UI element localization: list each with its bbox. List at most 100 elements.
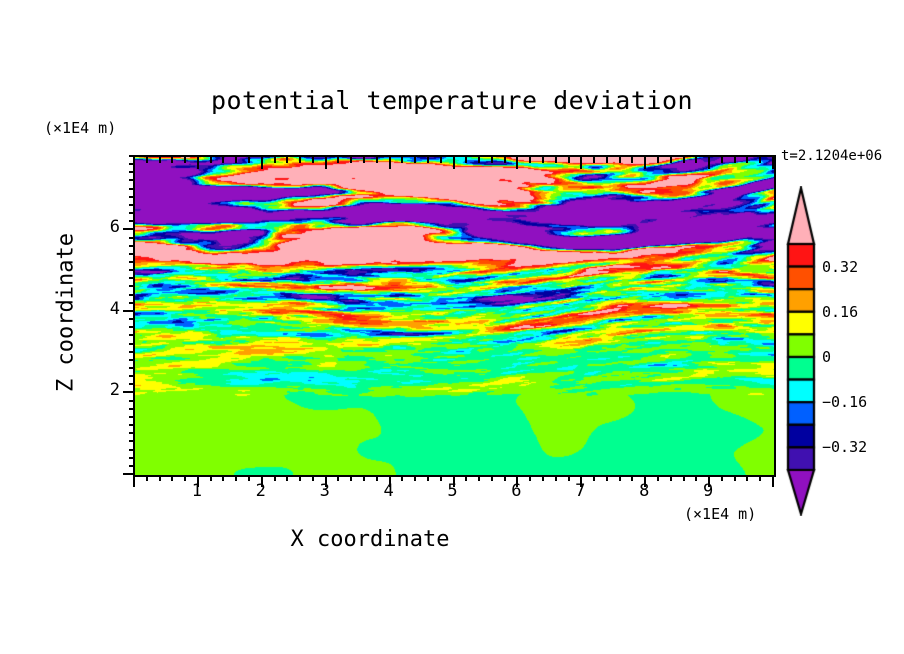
x-axis-tick bbox=[286, 157, 289, 163]
z-axis-tick bbox=[129, 350, 135, 353]
x-axis-tick bbox=[311, 157, 314, 163]
z-tick-label: 4 bbox=[109, 298, 120, 319]
x-axis-tick bbox=[478, 475, 481, 481]
z-axis-tick bbox=[123, 309, 135, 312]
x-axis-tick bbox=[248, 157, 251, 163]
colorbar[interactable] bbox=[786, 186, 816, 516]
x-axis-tick bbox=[708, 157, 711, 169]
z-axis-tick bbox=[129, 375, 135, 378]
x-axis-tick bbox=[260, 157, 263, 169]
x-axis-tick bbox=[759, 475, 762, 481]
x-axis-tick bbox=[682, 157, 685, 163]
x-axis-title: X coordinate bbox=[290, 527, 450, 552]
z-tick-label: 2 bbox=[109, 380, 120, 401]
x-axis-tick bbox=[669, 157, 672, 163]
z-axis-tick bbox=[129, 407, 135, 410]
z-axis-unit-label: (×1E4 m) bbox=[44, 119, 117, 137]
x-axis-tick bbox=[363, 157, 366, 163]
x-axis-tick bbox=[490, 475, 493, 481]
x-axis-tick bbox=[720, 157, 723, 163]
x-axis-tick bbox=[656, 157, 659, 163]
x-axis-tick bbox=[133, 475, 135, 487]
x-tick-label: 1 bbox=[191, 481, 203, 501]
x-axis-tick bbox=[286, 475, 289, 481]
z-axis-tick bbox=[129, 163, 135, 166]
x-axis-tick bbox=[184, 475, 187, 481]
x-axis-tick bbox=[337, 157, 340, 163]
x-axis-tick bbox=[350, 157, 353, 163]
x-axis-tick bbox=[375, 475, 378, 481]
z-axis-tick bbox=[123, 391, 135, 394]
x-tick-label: 9 bbox=[702, 481, 714, 501]
page-title: potential temperature deviation bbox=[210, 86, 694, 115]
x-axis-tick bbox=[439, 157, 442, 163]
x-axis-tick bbox=[682, 475, 685, 481]
x-axis-tick bbox=[401, 157, 404, 163]
x-tick-label: 4 bbox=[383, 481, 394, 501]
z-axis-tick bbox=[129, 334, 135, 337]
x-axis-tick bbox=[644, 475, 647, 487]
z-axis-tick bbox=[129, 212, 135, 215]
x-axis-tick bbox=[541, 475, 544, 481]
x-axis-tick bbox=[669, 475, 672, 481]
x-axis-tick bbox=[580, 157, 583, 169]
x-axis-tick bbox=[133, 157, 135, 169]
z-axis-tick bbox=[129, 236, 135, 239]
z-tick-label: 6 bbox=[109, 217, 120, 238]
x-axis-tick bbox=[235, 157, 238, 163]
x-axis-tick bbox=[439, 475, 442, 481]
z-axis-tick bbox=[129, 171, 135, 174]
x-axis-tick bbox=[618, 157, 621, 163]
colorbar-tick-label: 0.16 bbox=[822, 302, 859, 321]
x-axis-tick bbox=[452, 157, 455, 169]
z-axis-tick bbox=[129, 358, 135, 361]
z-axis-tick bbox=[129, 155, 135, 157]
x-axis-tick bbox=[593, 475, 596, 481]
x-axis-tick bbox=[299, 475, 302, 481]
x-tick-label: 3 bbox=[319, 481, 330, 501]
x-axis-tick bbox=[772, 475, 774, 487]
x-axis-tick bbox=[605, 475, 608, 481]
z-axis-tick bbox=[129, 318, 135, 321]
x-axis-tick bbox=[516, 475, 519, 487]
x-axis-tick bbox=[235, 475, 238, 481]
z-axis-tick bbox=[129, 179, 135, 182]
z-axis-tick bbox=[129, 432, 135, 435]
x-axis-tick bbox=[158, 475, 161, 481]
x-axis-tick bbox=[171, 157, 174, 163]
x-axis-tick bbox=[772, 157, 774, 169]
x-axis-tick bbox=[529, 475, 532, 481]
z-axis-tick bbox=[129, 342, 135, 345]
x-axis-tick bbox=[503, 157, 506, 163]
colorbar-tick-label: 0.32 bbox=[822, 257, 859, 276]
colorbar-tick-label: 0 bbox=[822, 348, 832, 366]
x-axis-tick bbox=[733, 157, 736, 163]
x-axis-tick bbox=[695, 475, 698, 481]
x-axis-tick bbox=[426, 475, 429, 481]
x-axis-tick bbox=[324, 157, 327, 169]
x-axis-tick bbox=[145, 475, 148, 481]
contour-plot-area[interactable] bbox=[133, 155, 776, 477]
x-axis-tick bbox=[580, 475, 583, 487]
z-axis-tick bbox=[129, 293, 135, 296]
x-axis-tick bbox=[260, 475, 263, 487]
x-axis-tick bbox=[759, 157, 762, 163]
x-axis-tick bbox=[516, 157, 519, 169]
z-axis-tick bbox=[129, 448, 135, 451]
z-axis-tick bbox=[129, 195, 135, 198]
x-axis-tick bbox=[695, 157, 698, 163]
z-axis-tick bbox=[129, 285, 135, 288]
z-axis-tick bbox=[129, 424, 135, 427]
x-axis-tick bbox=[618, 475, 621, 481]
x-axis-tick bbox=[196, 157, 199, 169]
colorbar-tick-label: −0.16 bbox=[822, 393, 868, 412]
z-axis-tick bbox=[123, 228, 135, 231]
x-axis-tick bbox=[567, 157, 570, 163]
z-axis-tick bbox=[123, 473, 135, 475]
x-axis-tick bbox=[375, 157, 378, 163]
x-axis-tick bbox=[196, 475, 199, 487]
x-axis-tick bbox=[158, 157, 161, 163]
x-axis-tick bbox=[426, 157, 429, 163]
z-axis-tick bbox=[129, 440, 135, 443]
x-axis-unit-label: (×1E4 m) bbox=[684, 505, 757, 523]
